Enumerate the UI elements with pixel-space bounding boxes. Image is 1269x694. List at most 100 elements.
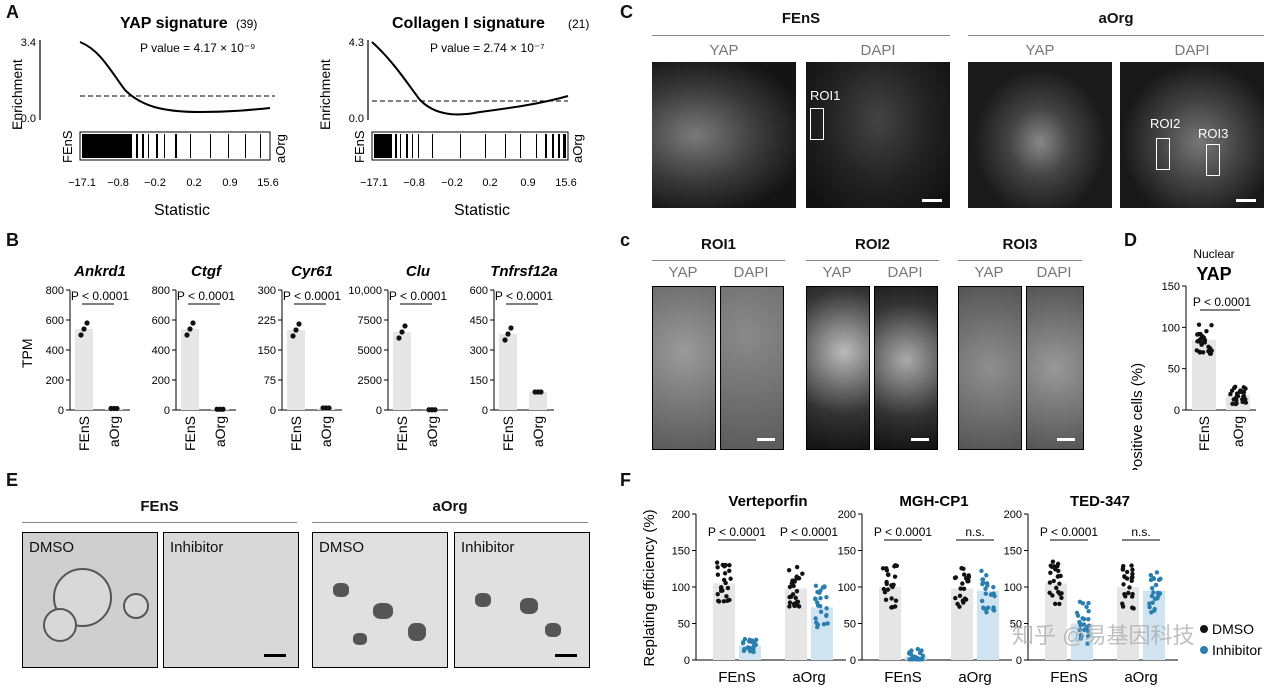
bar: [393, 332, 411, 410]
micrograph-aorg-dapi: ROI2 ROI3: [1120, 62, 1264, 208]
data-point: [800, 571, 805, 576]
organoid: [123, 593, 149, 619]
e-cond-label: DMSO: [319, 539, 364, 556]
c-channel-label: YAP: [1025, 42, 1055, 59]
y-tick-label: 150: [1162, 281, 1180, 293]
data-point: [989, 592, 994, 597]
data-point: [1129, 594, 1135, 599]
roi-channel: YAP: [822, 264, 852, 281]
organoid: [353, 633, 367, 645]
data-point: [983, 586, 988, 592]
data-point: [184, 332, 190, 338]
data-point: [722, 571, 728, 576]
data-point: [794, 564, 800, 570]
data-point: [402, 323, 408, 329]
data-point: [979, 598, 985, 604]
drug-title: Verteporfin: [728, 493, 807, 510]
y-tick-label: 7500: [358, 315, 382, 327]
e-image-fens-dmso: DMSO: [22, 532, 158, 668]
data-point: [957, 593, 963, 599]
roi-box: [1156, 138, 1170, 170]
e-cond-label: Inhibitor: [461, 539, 515, 556]
drug-bar-chart: Verteporfin 0 50 100 150 200 P < 0.0001 FEnS P <…: [672, 493, 846, 686]
xtick: −0.2: [144, 177, 166, 189]
c-channel-label: YAP: [709, 42, 739, 59]
bar: [811, 607, 833, 660]
data-point: [740, 640, 746, 645]
x-category-label: FEnS: [394, 416, 410, 451]
y-tick-label: 50: [678, 619, 690, 631]
divider: [806, 260, 939, 261]
data-point: [1121, 582, 1126, 587]
y-tick-label: 225: [258, 315, 276, 327]
data-point: [885, 587, 891, 592]
divider: [958, 260, 1082, 261]
x-category-label: aOrg: [792, 669, 825, 686]
scale-bar: [922, 199, 942, 202]
xtick: 0.9: [222, 177, 237, 189]
roi2-dapi-image: [874, 286, 938, 450]
e-cond-label: DMSO: [29, 539, 74, 556]
data-point: [290, 333, 296, 339]
legend: DMSO Inhibitor: [1200, 621, 1262, 658]
data-point: [1235, 391, 1240, 396]
y-tick-label: 600: [152, 315, 170, 327]
data-point: [961, 600, 966, 605]
data-point: [1148, 572, 1153, 578]
roi-channel: DAPI: [1036, 264, 1072, 281]
data-point: [220, 406, 226, 412]
data-point: [1129, 575, 1135, 580]
p-value-label: P < 0.0001: [495, 289, 553, 303]
data-point: [1207, 346, 1213, 351]
data-point: [963, 597, 969, 602]
data-point: [724, 594, 729, 599]
e-group-fens: FEnS: [140, 498, 179, 515]
data-point: [813, 616, 818, 621]
y-tick-label: 300: [258, 285, 276, 297]
y-tick-label: 800: [152, 285, 170, 297]
gene-bar-chart: Ankrd1 0 200 400 600 800 FEnS aOrg P < 0.0001: [46, 263, 130, 451]
drug-bar-chart: TED-347 0 50 100 150 200 P < 0.0001 FEnS n.s. aOr…: [1004, 493, 1178, 686]
roi-channel: DAPI: [887, 264, 923, 281]
bar: [75, 329, 93, 410]
data-point: [1077, 599, 1083, 605]
data-point: [1122, 574, 1127, 580]
data-point: [889, 583, 894, 588]
data-point: [818, 596, 823, 601]
x-category-label: aOrg: [958, 669, 991, 686]
gene-title: Ctgf: [191, 263, 223, 280]
data-point: [894, 563, 899, 569]
data-point: [908, 651, 914, 657]
scale-bar: [757, 438, 775, 441]
data-point: [824, 612, 829, 618]
p-value-label: P < 0.0001: [1193, 295, 1251, 309]
data-point: [1127, 585, 1132, 590]
gsea-xlabel: Statistic: [154, 202, 210, 219]
y-tick-label: 400: [152, 345, 170, 357]
y-tick-label: 200: [46, 375, 64, 387]
divider: [652, 35, 950, 36]
d-title-main: YAP: [1196, 264, 1231, 284]
data-point: [1131, 606, 1136, 611]
data-point: [789, 580, 795, 586]
gsea-count: (21): [568, 17, 589, 31]
gsea-barcode: [82, 134, 261, 158]
data-point: [953, 595, 958, 601]
gsea-title: YAP signature: [120, 15, 228, 32]
data-point: [917, 657, 922, 662]
gene-bar-chart: Cyr61 0 75 150 225 300 FEnS aOrg P < 0.0001: [258, 263, 342, 451]
x-category-label: aOrg: [318, 416, 334, 447]
y-tick-label: 150: [1004, 546, 1022, 558]
data-point: [991, 584, 996, 590]
data-point: [959, 566, 964, 571]
divider: [312, 522, 588, 523]
gene-bar-chart: Tnfrsf12a 0 150 300 450 600 FEnS aOrg P < 0.0001: [470, 263, 558, 451]
roi2-yap-image: [806, 286, 870, 450]
data-point: [1085, 641, 1090, 646]
data-point: [991, 608, 997, 613]
x-category-label: FEnS: [1196, 416, 1212, 451]
legend-marker-inhibitor: [1200, 646, 1208, 654]
y-tick-label: 0: [270, 405, 276, 417]
roi-channel: YAP: [974, 264, 1004, 281]
data-point: [1124, 569, 1130, 575]
